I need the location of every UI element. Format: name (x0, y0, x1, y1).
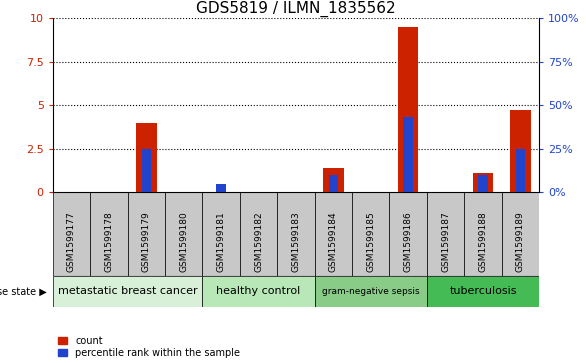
Bar (53, 276, 202, 307)
Bar (240, 192, 277, 276)
Bar (329, 175, 338, 192)
Text: GSM1599182: GSM1599182 (254, 211, 263, 272)
Text: GSM1599186: GSM1599186 (404, 211, 413, 272)
Text: GSM1599187: GSM1599187 (441, 211, 450, 272)
Bar (315, 192, 352, 276)
Text: GSM1599181: GSM1599181 (217, 211, 226, 272)
Text: GSM1599179: GSM1599179 (142, 211, 151, 272)
Bar (216, 184, 226, 192)
Bar (165, 192, 202, 276)
Bar (510, 110, 531, 192)
Bar (464, 192, 502, 276)
Bar (390, 192, 427, 276)
Bar (427, 276, 539, 307)
Bar (398, 27, 418, 192)
Bar (478, 175, 488, 192)
Text: tuberculosis: tuberculosis (449, 286, 517, 296)
Text: GSM1599184: GSM1599184 (329, 211, 338, 272)
Text: GSM1599185: GSM1599185 (366, 211, 375, 272)
Bar (502, 192, 539, 276)
Bar (136, 123, 156, 192)
Bar (142, 149, 151, 192)
Text: healthy control: healthy control (216, 286, 301, 296)
Bar (352, 192, 390, 276)
Legend: count, percentile rank within the sample: count, percentile rank within the sample (57, 336, 240, 358)
Bar (90, 192, 128, 276)
Bar (404, 118, 413, 192)
Bar (53, 192, 90, 276)
Bar (277, 192, 315, 276)
Text: metastatic breast cancer: metastatic breast cancer (58, 286, 197, 296)
Bar (315, 276, 427, 307)
Title: GDS5819 / ILMN_1835562: GDS5819 / ILMN_1835562 (196, 1, 396, 17)
Bar (427, 192, 464, 276)
Bar (323, 168, 343, 192)
Text: GSM1599178: GSM1599178 (104, 211, 113, 272)
Text: GSM1599188: GSM1599188 (479, 211, 488, 272)
Text: GSM1599180: GSM1599180 (179, 211, 188, 272)
Bar (473, 173, 493, 192)
Bar (202, 192, 240, 276)
Text: GSM1599183: GSM1599183 (291, 211, 301, 272)
Bar (202, 276, 315, 307)
Text: GSM1599189: GSM1599189 (516, 211, 525, 272)
Text: disease state ▶: disease state ▶ (0, 286, 47, 296)
Bar (516, 149, 525, 192)
Text: GSM1599177: GSM1599177 (67, 211, 76, 272)
Bar (128, 192, 165, 276)
Text: gram-negative sepsis: gram-negative sepsis (322, 287, 420, 296)
